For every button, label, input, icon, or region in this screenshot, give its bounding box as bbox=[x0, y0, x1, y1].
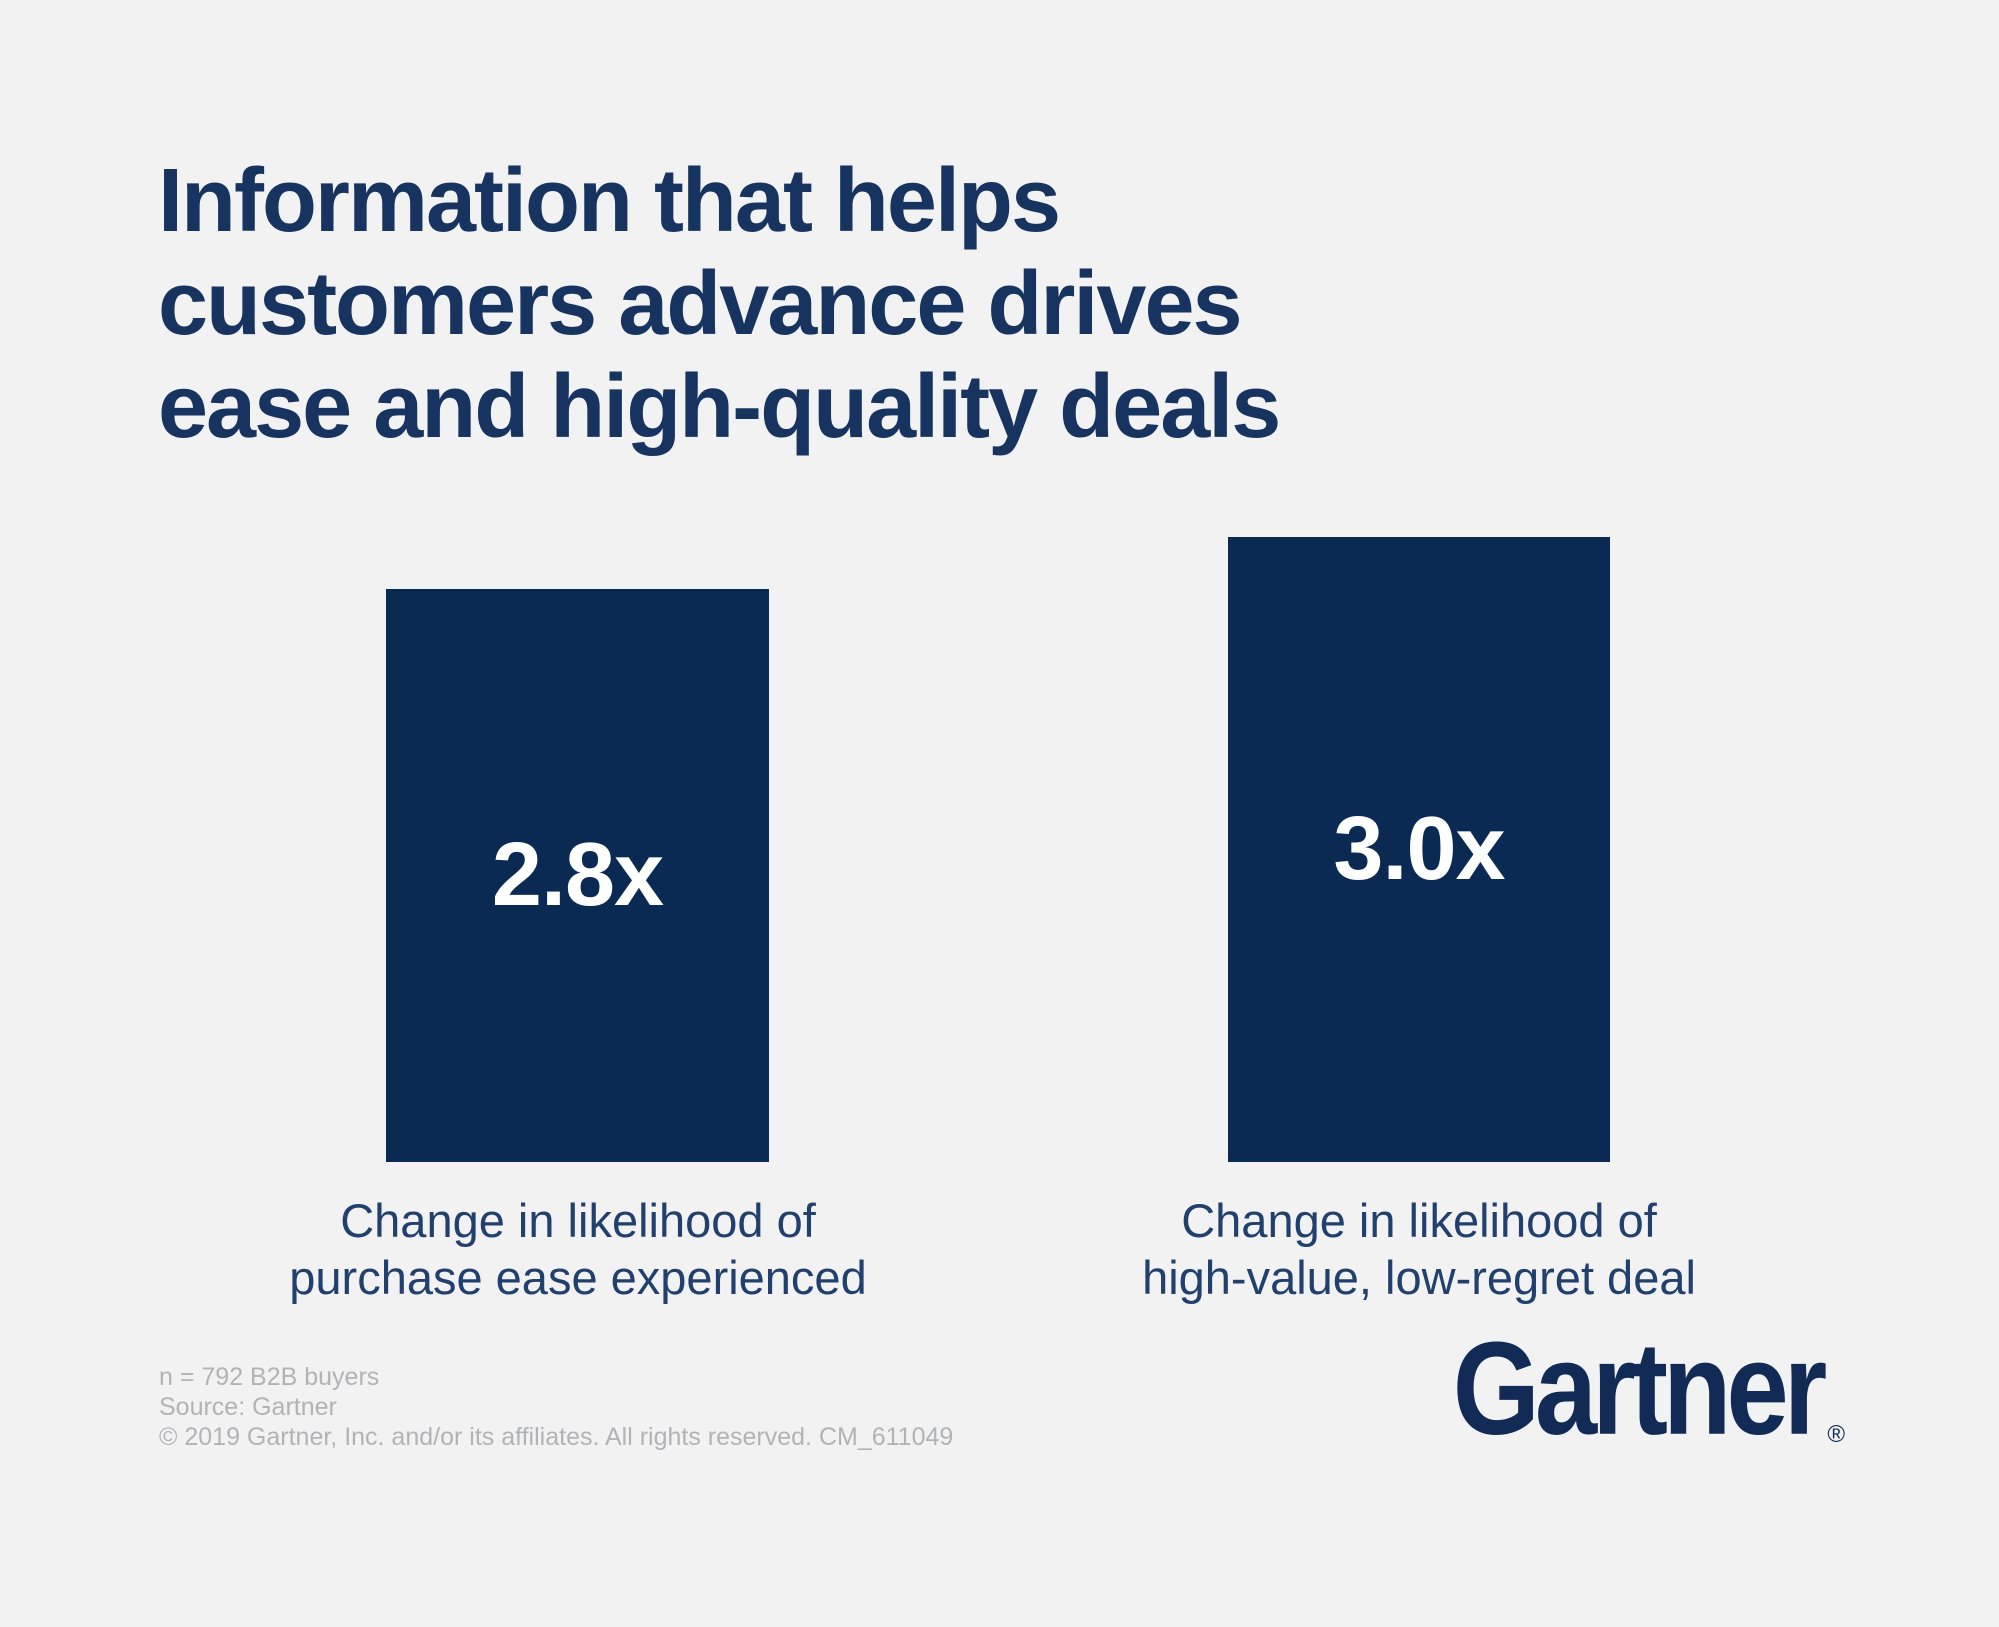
registered-trademark-icon: ® bbox=[1827, 1421, 1845, 1448]
sample-size-note: n = 792 B2B buyers bbox=[159, 1363, 380, 1391]
bar-value-label-high-value-deal: 3.0x bbox=[1333, 799, 1505, 899]
gartner-logo: Gartner ® bbox=[1453, 1322, 1845, 1455]
title-line-3: ease and high-quality deals bbox=[158, 357, 1281, 457]
caption-line: Change in likelihood of bbox=[340, 1194, 816, 1247]
source-note: Source: Gartner bbox=[159, 1393, 337, 1421]
gartner-wordmark: Gartner bbox=[1452, 1314, 1828, 1463]
title-line-2: customers advance drives bbox=[158, 254, 1243, 354]
title-line-1: Information that helps bbox=[158, 151, 1061, 251]
page-title: Information that helps customers advance… bbox=[158, 150, 1281, 459]
caption-line: high-value, low-regret deal bbox=[1142, 1251, 1696, 1304]
caption-high-value-deal: Change in likelihood of high-value, low-… bbox=[1068, 1192, 1770, 1306]
bar-purchase-ease: 2.8x bbox=[386, 589, 769, 1162]
caption-line: purchase ease experienced bbox=[289, 1251, 867, 1304]
bar-high-value-deal: 3.0x bbox=[1228, 537, 1610, 1162]
copyright-note: © 2019 Gartner, Inc. and/or its affiliat… bbox=[159, 1423, 954, 1451]
footnote-block: n = 792 B2B buyers Source: Gartner © 201… bbox=[159, 1362, 953, 1452]
caption-purchase-ease: Change in likelihood of purchase ease ex… bbox=[227, 1192, 929, 1306]
bar-value-label-purchase-ease: 2.8x bbox=[491, 825, 664, 925]
caption-line: Change in likelihood of bbox=[1181, 1194, 1657, 1247]
